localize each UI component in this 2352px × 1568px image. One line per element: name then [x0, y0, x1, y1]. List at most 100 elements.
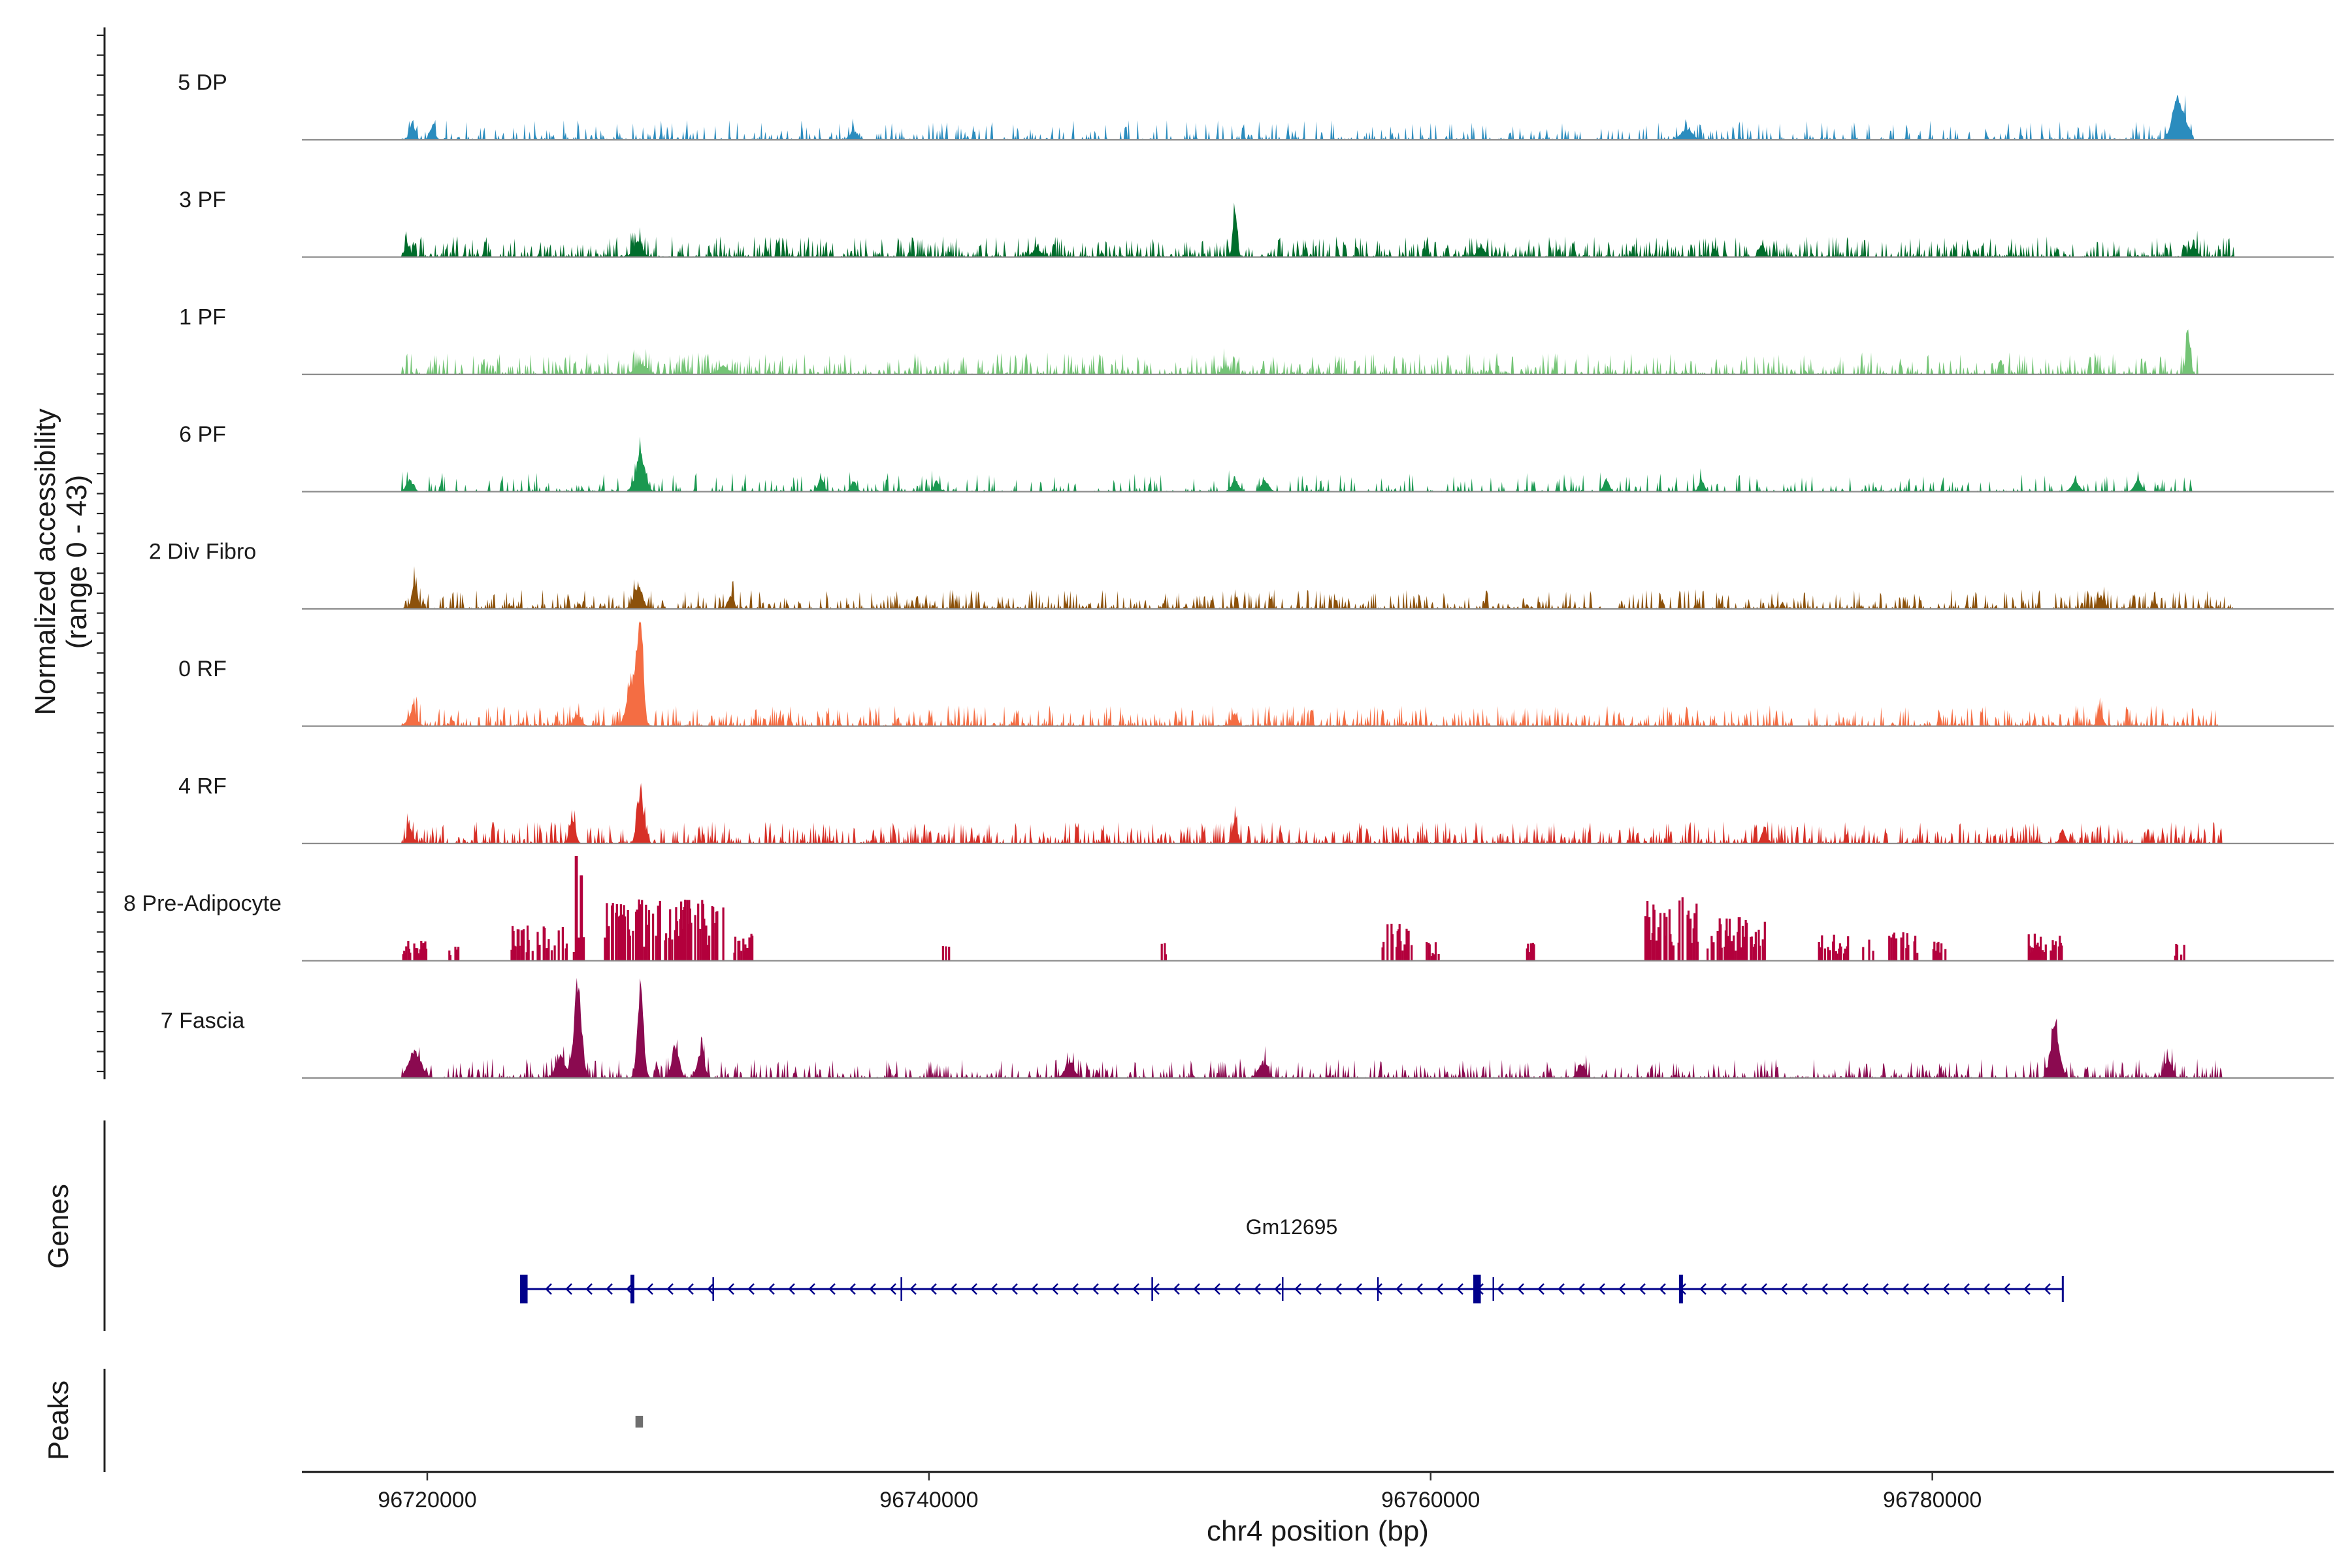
coverage-bar — [1833, 934, 1835, 960]
coverage-bar — [514, 946, 517, 960]
coverage-bar — [1888, 936, 1891, 960]
strand-arrow — [1355, 1283, 1362, 1295]
coverage-bar — [1690, 943, 1693, 960]
coverage-bar — [1644, 916, 1647, 960]
coverage-bar — [457, 947, 460, 960]
coverage-bar — [2055, 941, 2057, 960]
coverage-bar — [1401, 950, 1404, 960]
strand-arrow — [1659, 1283, 1666, 1295]
coverage-bar — [697, 904, 700, 960]
coverage-bar — [1712, 942, 1715, 960]
coverage-bar — [665, 933, 668, 960]
strand-arrow — [1152, 1283, 1160, 1295]
coverage-bar — [1906, 933, 1908, 960]
coverage-bar — [699, 928, 702, 960]
coverage-bar — [1426, 942, 1428, 960]
coverage-bar — [1707, 948, 1709, 960]
strand-arrow — [950, 1283, 957, 1295]
track-label: 1 PF — [179, 305, 226, 330]
gene-exon — [630, 1275, 634, 1303]
strand-arrow — [1132, 1283, 1139, 1295]
coverage-bar — [1649, 939, 1652, 960]
coverage-bar — [581, 875, 583, 960]
coverage-bar — [701, 900, 704, 960]
coverage-bar — [565, 943, 568, 960]
strand-arrow — [1517, 1283, 1524, 1295]
gene-exon — [520, 1275, 528, 1303]
strand-arrow — [585, 1283, 593, 1295]
coverage-bar — [945, 946, 947, 960]
strand-arrow — [909, 1283, 917, 1295]
coverage-bar — [413, 943, 416, 960]
coverage-bar — [522, 929, 525, 960]
strand-arrow — [1031, 1283, 1038, 1295]
coverage-bar — [2183, 945, 2185, 960]
strand-arrow — [687, 1283, 694, 1295]
coverage-bar — [1914, 936, 1917, 960]
strand-arrow — [1416, 1283, 1423, 1295]
track-label: 6 PF — [179, 422, 226, 447]
track-6-pf: 6 PF — [179, 422, 2334, 493]
track-2-div-fibro: 2 Div Fibro — [149, 540, 2334, 610]
strand-arrow — [828, 1283, 836, 1295]
coverage-bar — [604, 938, 606, 960]
strand-arrow — [1193, 1283, 1200, 1295]
strand-arrow — [565, 1283, 572, 1295]
coverage-bar — [671, 939, 674, 960]
coverage-bar — [572, 952, 575, 960]
strand-arrow — [1112, 1283, 1119, 1295]
coverage-bar — [690, 923, 693, 960]
coverage-bar — [1844, 948, 1846, 960]
coverage-bar — [527, 939, 530, 960]
y-axis-range-label: (range 0 - 43) — [61, 475, 93, 649]
track-label: 0 RF — [178, 657, 227, 681]
coverage-bar — [405, 946, 408, 960]
coverage-bar — [742, 938, 745, 960]
coverage-bar — [417, 953, 419, 960]
coverage-bar — [1890, 937, 1893, 960]
coverage-bar — [553, 945, 556, 960]
strand-arrow — [1882, 1283, 1889, 1295]
coverage-bar — [2059, 943, 2062, 960]
coverage-bar — [1690, 919, 1692, 960]
coverage-bar — [576, 856, 578, 960]
gene-exon — [1678, 1275, 1683, 1303]
coverage-bar — [583, 937, 585, 960]
strand-arrow — [1639, 1283, 1646, 1295]
coverage-bar — [538, 945, 541, 960]
coverage-bar — [615, 904, 618, 960]
strand-arrow — [768, 1283, 775, 1295]
strand-arrow — [747, 1283, 755, 1295]
gene-exon — [1473, 1275, 1481, 1303]
strand-arrow — [1983, 1283, 1990, 1295]
coverage-bar — [621, 914, 623, 960]
coverage-bar — [1821, 935, 1823, 960]
coverage-bar — [1916, 953, 1919, 960]
coverage-bar — [1733, 935, 1735, 960]
coverage-bar — [659, 900, 661, 960]
coverage-bar — [1695, 904, 1698, 960]
coverage-bar — [1681, 897, 1684, 960]
track-8-pre-adipocyte: 8 Pre-Adipocyte — [123, 856, 2334, 962]
coverage-bar — [2053, 945, 2055, 960]
coverage-area — [302, 329, 2334, 374]
coverage-bar — [403, 951, 406, 960]
strand-arrow — [889, 1283, 896, 1295]
strand-arrow — [2003, 1283, 2010, 1295]
coverage-bar — [1533, 944, 1535, 960]
coverage-bar — [454, 947, 457, 960]
strand-arrow — [1335, 1283, 1342, 1295]
coverage-bar — [1829, 950, 1831, 960]
coverage-bar — [536, 932, 539, 960]
coverage-bar — [712, 907, 715, 960]
coverage-bar — [645, 904, 647, 960]
strand-arrow — [1213, 1283, 1220, 1295]
coverage-bar — [422, 943, 425, 960]
coverage-bar — [1836, 953, 1838, 960]
strand-arrow — [1436, 1283, 1443, 1295]
track-label: 4 RF — [178, 774, 227, 799]
coverage-bar — [1750, 936, 1753, 960]
coverage-bar — [1720, 924, 1722, 960]
strand-arrow — [1780, 1283, 1788, 1295]
strand-arrow — [1294, 1283, 1301, 1295]
